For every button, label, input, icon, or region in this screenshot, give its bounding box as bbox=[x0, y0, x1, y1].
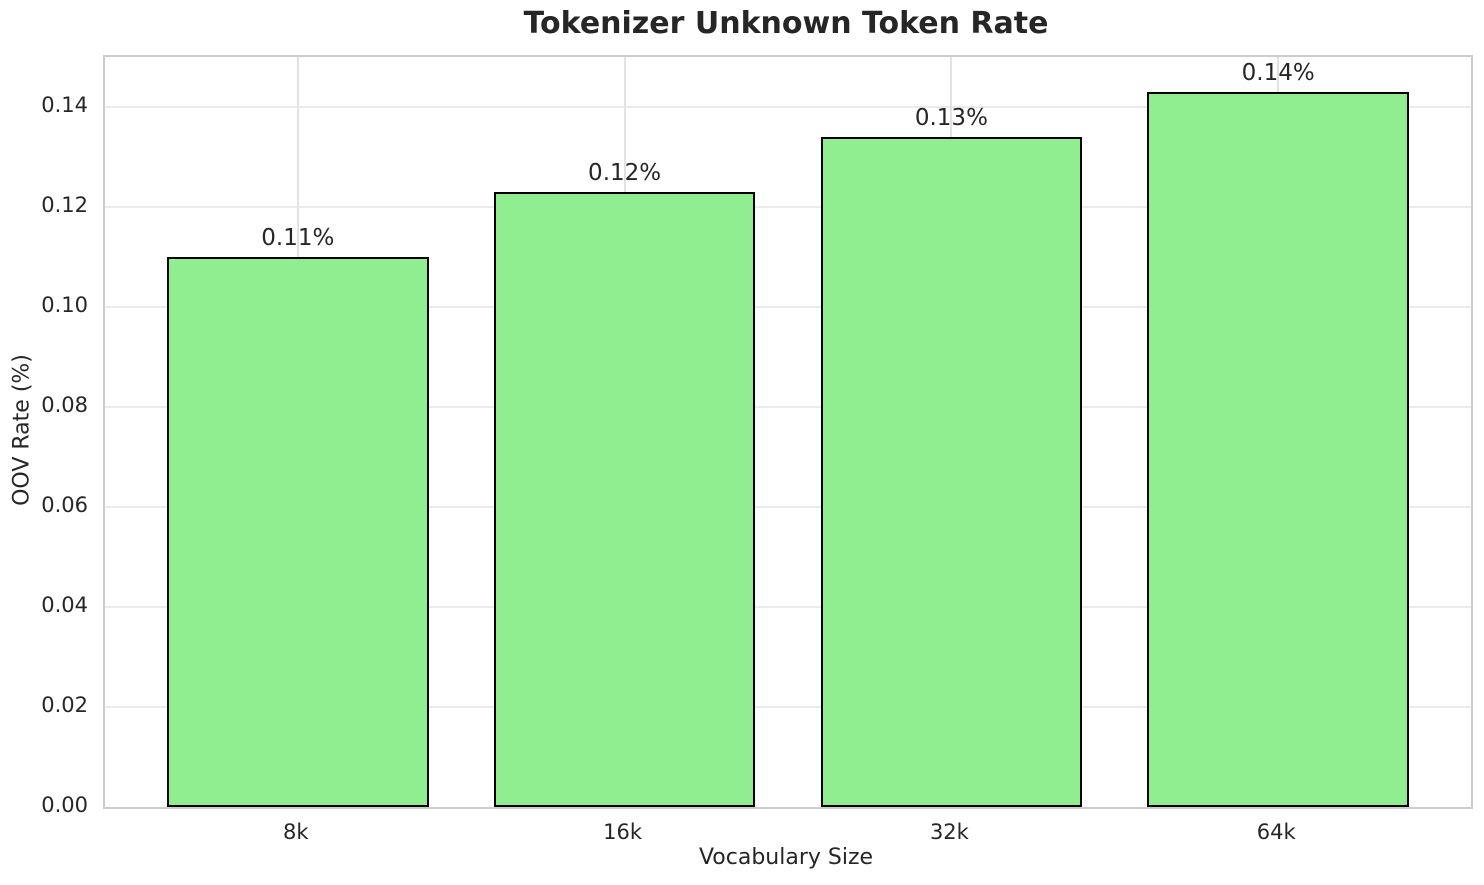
y-tick-label: 0.06 bbox=[41, 493, 88, 517]
bar-value-label: 0.13% bbox=[914, 105, 988, 131]
bar-value-label: 0.12% bbox=[588, 160, 662, 186]
bar-16k bbox=[493, 192, 756, 807]
x-tick-label: 8k bbox=[283, 820, 309, 844]
horizontal-gridline bbox=[105, 706, 1471, 708]
horizontal-gridline bbox=[105, 106, 1471, 108]
bar-8k bbox=[167, 257, 429, 807]
x-axis-label: Vocabulary Size bbox=[698, 845, 874, 870]
horizontal-gridline bbox=[105, 306, 1471, 308]
bar-64k bbox=[1147, 92, 1409, 807]
y-tick-label: 0.00 bbox=[41, 793, 88, 817]
x-tick-label: 16k bbox=[603, 820, 643, 844]
plot-area: 0.11% 0.12% 0.13% 0.14% bbox=[103, 55, 1473, 809]
horizontal-gridline bbox=[105, 606, 1471, 608]
x-tick-label: 32k bbox=[929, 820, 969, 844]
y-tick-label: 0.02 bbox=[41, 693, 88, 717]
y-tick-label: 0.14 bbox=[41, 93, 88, 117]
horizontal-gridline bbox=[105, 506, 1471, 508]
bar-value-label: 0.11% bbox=[261, 225, 335, 251]
y-tick-label: 0.10 bbox=[41, 293, 88, 317]
bar-32k bbox=[820, 137, 1083, 807]
y-tick-label: 0.04 bbox=[41, 593, 88, 617]
bar-value-label: 0.14% bbox=[1241, 60, 1315, 86]
chart-title: Tokenizer Unknown Token Rate bbox=[523, 6, 1049, 41]
x-tick-label: 64k bbox=[1256, 820, 1296, 844]
y-axis-label: OOV Rate (%) bbox=[9, 354, 35, 506]
horizontal-gridline bbox=[105, 406, 1471, 408]
y-tick-label: 0.12 bbox=[41, 193, 88, 217]
horizontal-gridline bbox=[105, 206, 1471, 208]
y-tick-label: 0.08 bbox=[41, 393, 88, 417]
